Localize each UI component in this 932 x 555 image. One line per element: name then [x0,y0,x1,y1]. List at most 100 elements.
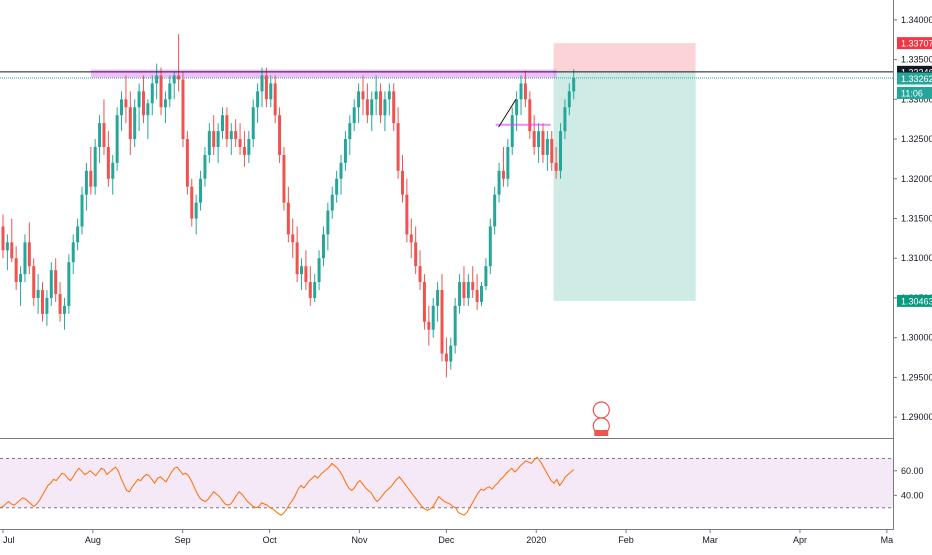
events-icon[interactable] [592,401,610,436]
candle-body [497,170,501,195]
candle-body [27,242,31,267]
price-tick-label: 1.32000 [901,174,932,184]
candle-body [326,210,330,235]
candle-body [89,170,93,187]
candle-body [418,266,422,283]
candle-body [321,234,325,259]
candle-body [216,131,220,147]
candle-body [146,103,150,116]
candle-body [185,139,189,187]
time-tick-label: Ma [881,535,894,545]
candle-body [203,154,207,179]
time-tick-label: Nov [351,535,368,545]
candle-body [436,290,440,306]
candle-body [168,83,172,100]
candle-body [387,91,391,100]
candle-body [229,131,233,140]
candle-body [541,131,545,155]
candle-body [383,99,387,116]
candle-body [422,282,426,322]
time-tick-label: 2020 [526,535,546,545]
candle-body [392,91,396,124]
candle-body [234,131,238,140]
candle-body [36,290,40,298]
time-tick-label: Apr [793,535,807,545]
candle-body [304,266,308,283]
candle-body [286,202,290,235]
candle-body [14,258,18,283]
price-tick-label: 1.29500 [901,372,932,382]
candle-body [480,286,484,302]
candle-body [76,226,80,243]
candle-body [111,162,115,179]
candle-body [471,282,475,291]
candle-body [444,353,448,362]
candle-body [572,77,576,92]
price-badge-label: 1.30463 [901,296,932,306]
candle-body [181,79,185,140]
candle-body [106,146,110,179]
candle-body [567,91,571,108]
candle-body [370,99,374,116]
candle-body [528,99,532,132]
take-profit-zone[interactable] [553,71,696,301]
time-tick-label: Dec [438,535,455,545]
candle-body [273,83,277,116]
candle-body [493,194,497,227]
candle-body [374,91,378,100]
rsi-pane [0,456,893,516]
price-lines [0,71,893,79]
price-badge [897,294,932,307]
candle-body [19,274,23,283]
candle-body [159,75,163,108]
candle-body [54,270,58,294]
candle-body [317,258,321,283]
candle-body [308,282,312,298]
price-badge-label: 11:06 [901,88,923,98]
candle-body [251,107,255,140]
candle-body [313,282,317,298]
candle-body [554,162,558,171]
price-tick-label: 1.33000 [901,94,932,104]
candle-body [291,234,295,243]
trendline [498,99,517,128]
stop-loss-zone[interactable] [553,43,696,72]
candle-body [115,115,119,163]
candle-body [339,162,343,179]
candle-body [484,266,488,287]
candle-body [93,146,97,187]
price-tick-label: 1.31000 [901,253,932,263]
candle-body [400,170,404,195]
time-tick-label: Oct [263,535,278,545]
candle-body [510,115,514,147]
candle-body [475,290,479,302]
candle-body [120,99,124,116]
resistance-zone-rect[interactable] [90,69,557,78]
candle-body [466,282,470,298]
resistance-zone[interactable] [90,69,557,78]
candle-body [453,305,457,346]
candle-body [357,91,361,108]
candle-body [523,83,527,100]
candle-body [67,262,71,306]
candle-body [405,194,409,235]
drawings[interactable] [495,99,551,128]
candle-body [348,123,352,140]
candle-body [80,194,84,227]
candle-body [128,107,132,140]
candle-body [98,123,102,147]
candle-body [23,242,27,275]
candle-body [295,242,299,275]
candle-body [137,91,141,108]
candle-body [519,83,523,100]
candle-body [559,131,563,171]
price-badge-label: 1.33262 [901,74,932,84]
candle-body [278,115,282,155]
position-tool[interactable] [553,43,696,301]
price-badge [897,37,932,50]
candle-body [501,170,505,179]
calendar-events-icon[interactable] [592,401,610,436]
time-tick-label: Feb [618,535,634,545]
